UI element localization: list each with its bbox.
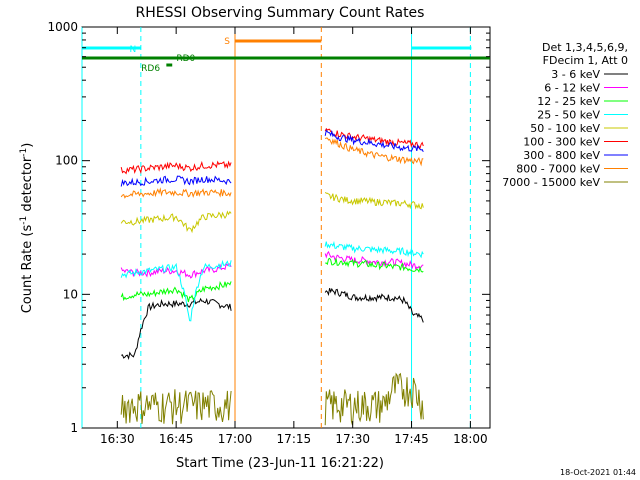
legend-label: 50 - 100 keV (530, 122, 600, 135)
legend-label: 7000 - 15000 keV (502, 176, 600, 189)
legend-label: 3 - 6 keV (551, 68, 600, 81)
y-tick-label: 1 (70, 421, 78, 435)
legend-header: FDecim 1, Att 0 (543, 54, 628, 67)
series-line (120, 210, 232, 234)
annotation-label: RD6 (141, 64, 160, 74)
x-tick-label: 16:30 (100, 432, 135, 446)
legend-label: 12 - 25 keV (537, 95, 600, 108)
legend-label: 6 - 12 keV (544, 82, 600, 95)
series-line (324, 372, 424, 426)
series-layer (120, 127, 424, 426)
x-tick-label: 17:30 (335, 432, 370, 446)
series-line (120, 160, 232, 175)
y-axis-label-part3: ) (20, 143, 35, 148)
series-line (121, 297, 232, 360)
legend-label: 800 - 7000 keV (516, 163, 600, 176)
y-axis-label-sup2: -1 (19, 148, 29, 157)
series-line (324, 250, 424, 271)
timestamp: 18-Oct-2021 01:44 (560, 468, 636, 477)
y-axis-label-part1: Count Rate (s (20, 225, 35, 314)
y-tick-label: 10 (63, 287, 78, 301)
annotation-label: S (224, 37, 230, 47)
overlay-layer: N S RD0 RD6 (81, 27, 490, 428)
legend-label: 25 - 50 keV (537, 109, 600, 122)
series-line (120, 262, 232, 279)
x-tick-label: 18:00 (453, 432, 488, 446)
x-tick-label: 17:00 (218, 432, 253, 446)
y-axis-label-sup1: -1 (19, 216, 29, 225)
y-tick-label: 1000 (47, 20, 78, 34)
x-tick-label: 17:45 (394, 432, 429, 446)
y-axis-label: Count Rate (s-1 detector-1) (19, 143, 35, 314)
series-line (325, 257, 424, 273)
legend-label: 100 - 300 keV (523, 136, 600, 149)
plot-frame (81, 26, 491, 429)
series-line (120, 389, 232, 425)
x-axis-label: Start Time (23-Jun-11 16:21:22) (176, 456, 384, 471)
annotation-label: RD0 (176, 54, 195, 64)
x-tick-label: 17:15 (277, 432, 312, 446)
annotation-label: N (129, 45, 136, 55)
chart-title: RHESSI Observing Summary Count Rates (136, 5, 425, 21)
series-line (324, 137, 424, 167)
series-line (120, 187, 232, 199)
series-line (120, 281, 232, 303)
x-tick-label: 16:45 (159, 432, 194, 446)
series-line (324, 240, 424, 259)
series-line (324, 129, 424, 153)
series-line (324, 191, 424, 210)
legend-label: 300 - 800 keV (523, 149, 600, 162)
legend: Det 1,3,4,5,6,9,FDecim 1, Att 03 - 6 keV… (502, 41, 628, 189)
series-line (120, 175, 232, 187)
series-line (120, 259, 232, 322)
series-line (324, 287, 424, 323)
axis-layer: 16:30 16:45 17:00 17:15 17:30 17:45 18:00 1 10 10… (47, 20, 490, 446)
series-line (324, 127, 424, 150)
y-tick-label: 100 (55, 154, 78, 168)
y-axis-label-part2: detector (20, 156, 35, 216)
legend-header: Det 1,3,4,5,6,9, (542, 41, 628, 54)
